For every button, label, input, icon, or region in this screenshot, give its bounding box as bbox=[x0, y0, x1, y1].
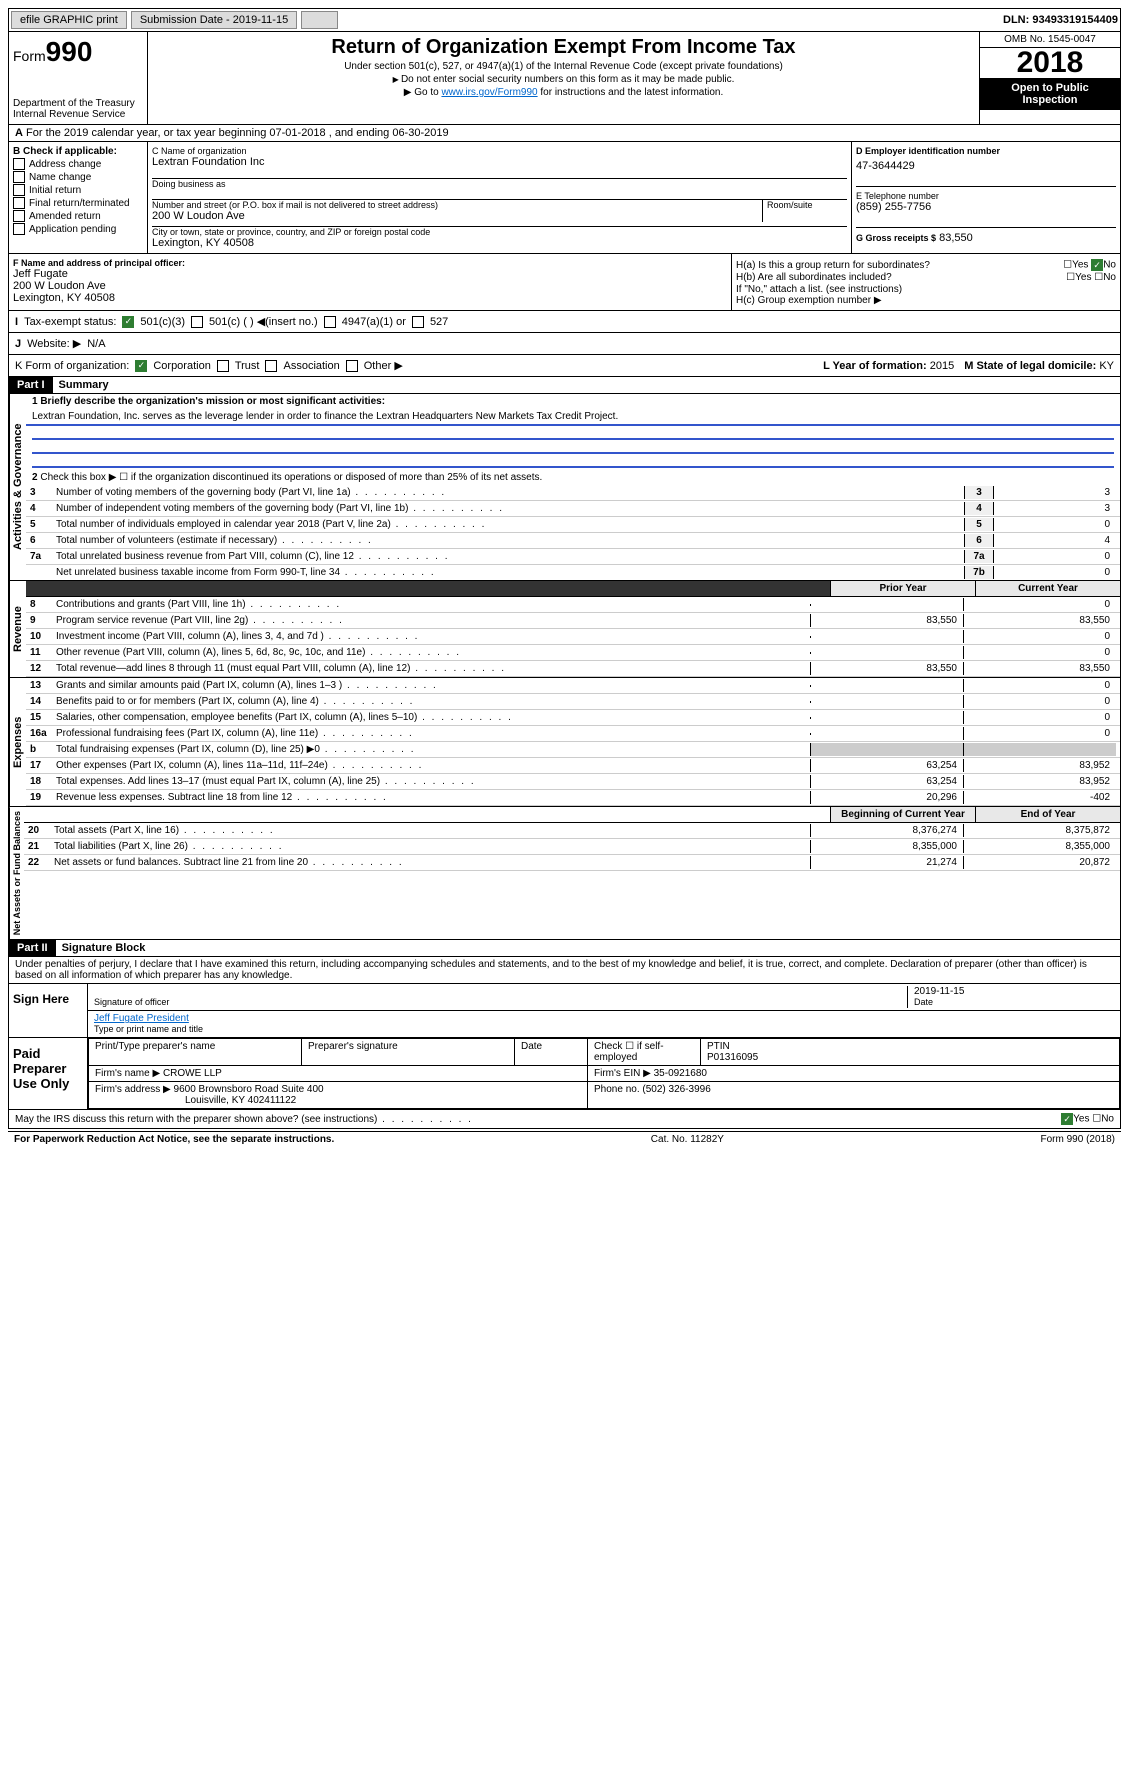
summary-line: 12Total revenue—add lines 8 through 11 (… bbox=[26, 661, 1120, 677]
section-fh: F Name and address of principal officer:… bbox=[8, 254, 1121, 311]
irs-link[interactable]: www.irs.gov/Form990 bbox=[441, 87, 537, 98]
org-name: Lextran Foundation Inc bbox=[152, 156, 847, 168]
box-f: F Name and address of principal officer:… bbox=[9, 254, 732, 310]
summary-line: 14Benefits paid to or for members (Part … bbox=[26, 694, 1120, 710]
firm-phone: (502) 326-3996 bbox=[642, 1084, 710, 1095]
part1-revenue: Revenue Prior Year Current Year 8Contrib… bbox=[8, 581, 1121, 678]
ein: 47-3644429 bbox=[856, 160, 1116, 172]
summary-line: 18Total expenses. Add lines 13–17 (must … bbox=[26, 774, 1120, 790]
summary-line: 4Number of independent voting members of… bbox=[26, 501, 1120, 517]
form-subtitle: Under section 501(c), 527, or 4947(a)(1)… bbox=[152, 61, 975, 72]
summary-line: bTotal fundraising expenses (Part IX, co… bbox=[26, 742, 1120, 758]
form-title: Return of Organization Exempt From Incom… bbox=[152, 36, 975, 59]
summary-line: 21Total liabilities (Part X, line 26)8,3… bbox=[24, 839, 1120, 855]
summary-line: 22Net assets or fund balances. Subtract … bbox=[24, 855, 1120, 871]
box-b: B Check if applicable: Address changeNam… bbox=[9, 142, 148, 253]
irs-label: Internal Revenue Service bbox=[13, 109, 143, 120]
part1-expenses: Expenses 13Grants and similar amounts pa… bbox=[8, 678, 1121, 807]
tax-year: 2018 bbox=[980, 48, 1120, 78]
row-klm: K Form of organization: ✓Corporation Tru… bbox=[8, 355, 1121, 377]
checkbox-item[interactable]: Amended return bbox=[13, 210, 143, 222]
perjury-declaration: Under penalties of perjury, I declare th… bbox=[8, 957, 1121, 984]
summary-line: 20Total assets (Part X, line 16)8,376,27… bbox=[24, 823, 1120, 839]
checkbox-item[interactable]: Initial return bbox=[13, 184, 143, 196]
state-domicile: KY bbox=[1099, 360, 1114, 372]
page-footer: For Paperwork Reduction Act Notice, see … bbox=[8, 1131, 1121, 1147]
summary-line: 9Program service revenue (Part VIII, lin… bbox=[26, 613, 1120, 629]
checkbox-item[interactable]: Final return/terminated bbox=[13, 197, 143, 209]
dept-label: Department of the Treasury bbox=[13, 98, 143, 109]
discuss-row: May the IRS discuss this return with the… bbox=[8, 1110, 1121, 1129]
topbar: efile GRAPHIC print Submission Date - 20… bbox=[8, 8, 1121, 32]
mission-text: Lextran Foundation, Inc. serves as the l… bbox=[26, 409, 1120, 426]
section-bcdeg: B Check if applicable: Address changeNam… bbox=[8, 142, 1121, 254]
ssn-warning: Do not enter social security numbers on … bbox=[152, 74, 975, 85]
instructions-link-row: ▶ Go to www.irs.gov/Form990 for instruct… bbox=[152, 87, 975, 98]
year-formation: 2015 bbox=[930, 360, 954, 372]
form-number: Form990 bbox=[13, 36, 143, 68]
summary-line: 11Other revenue (Part VIII, column (A), … bbox=[26, 645, 1120, 661]
box-c: C Name of organization Lextran Foundatio… bbox=[148, 142, 852, 253]
part2-header: Part II Signature Block bbox=[8, 940, 1121, 957]
firm-ein: 35-0921680 bbox=[654, 1068, 707, 1079]
officer-name-link[interactable]: Jeff Fugate President bbox=[94, 1013, 189, 1024]
signature-date: 2019-11-15 bbox=[914, 986, 964, 997]
telephone: (859) 255-7756 bbox=[856, 201, 1116, 213]
summary-line: 15Salaries, other compensation, employee… bbox=[26, 710, 1120, 726]
blank-button[interactable] bbox=[301, 11, 337, 29]
sign-here-section: Sign Here Signature of officer 2019-11-1… bbox=[8, 984, 1121, 1038]
org-city: Lexington, KY 40508 bbox=[152, 237, 847, 249]
summary-line: 6Total number of volunteers (estimate if… bbox=[26, 533, 1120, 549]
form-header: Form990 Department of the Treasury Inter… bbox=[8, 32, 1121, 125]
summary-line: 8Contributions and grants (Part VIII, li… bbox=[26, 597, 1120, 613]
row-j-website: JWebsite: ▶N/A bbox=[8, 333, 1121, 355]
firm-address: 9600 Brownsboro Road Suite 400 bbox=[174, 1084, 324, 1095]
open-to-public: Open to Public Inspection bbox=[980, 78, 1120, 110]
check-icon: ✓ bbox=[122, 316, 134, 328]
row-a-tax-year: A For the 2019 calendar year, or tax yea… bbox=[8, 125, 1121, 142]
row-i-tax-exempt: ITax-exempt status: ✓501(c)(3) 501(c) ( … bbox=[8, 311, 1121, 333]
paid-preparer-section: Paid Preparer Use Only Print/Type prepar… bbox=[8, 1038, 1121, 1110]
summary-line: 3Number of voting members of the governi… bbox=[26, 485, 1120, 501]
efile-print-button[interactable]: efile GRAPHIC print bbox=[11, 11, 127, 29]
org-address: 200 W Loudon Ave bbox=[152, 210, 758, 222]
part1-header: Part I Summary bbox=[8, 377, 1121, 394]
summary-line: 5Total number of individuals employed in… bbox=[26, 517, 1120, 533]
summary-line: 19Revenue less expenses. Subtract line 1… bbox=[26, 790, 1120, 806]
checkbox-item[interactable]: Application pending bbox=[13, 223, 143, 235]
firm-name: CROWE LLP bbox=[163, 1068, 222, 1079]
summary-line: 10Investment income (Part VIII, column (… bbox=[26, 629, 1120, 645]
part1-net-assets: Net Assets or Fund Balances Beginning of… bbox=[8, 807, 1121, 940]
checkbox-item[interactable]: Address change bbox=[13, 158, 143, 170]
ptin: P01316095 bbox=[707, 1052, 758, 1063]
summary-line: Net unrelated business taxable income fr… bbox=[26, 565, 1120, 580]
checkbox-item[interactable]: Name change bbox=[13, 171, 143, 183]
officer-name: Jeff Fugate bbox=[13, 268, 727, 280]
submission-date-button[interactable]: Submission Date - 2019-11-15 bbox=[131, 11, 297, 29]
summary-line: 17Other expenses (Part IX, column (A), l… bbox=[26, 758, 1120, 774]
box-h: H(a) Is this a group return for subordin… bbox=[732, 254, 1120, 310]
summary-line: 7aTotal unrelated business revenue from … bbox=[26, 549, 1120, 565]
part1-activities-governance: Activities & Governance 1 Briefly descri… bbox=[8, 394, 1121, 581]
summary-line: 16aProfessional fundraising fees (Part I… bbox=[26, 726, 1120, 742]
summary-line: 13Grants and similar amounts paid (Part … bbox=[26, 678, 1120, 694]
gross-receipts: 83,550 bbox=[939, 232, 973, 244]
website-value: N/A bbox=[87, 338, 105, 350]
dln-label: DLN: 93493319154409 bbox=[1003, 14, 1118, 26]
